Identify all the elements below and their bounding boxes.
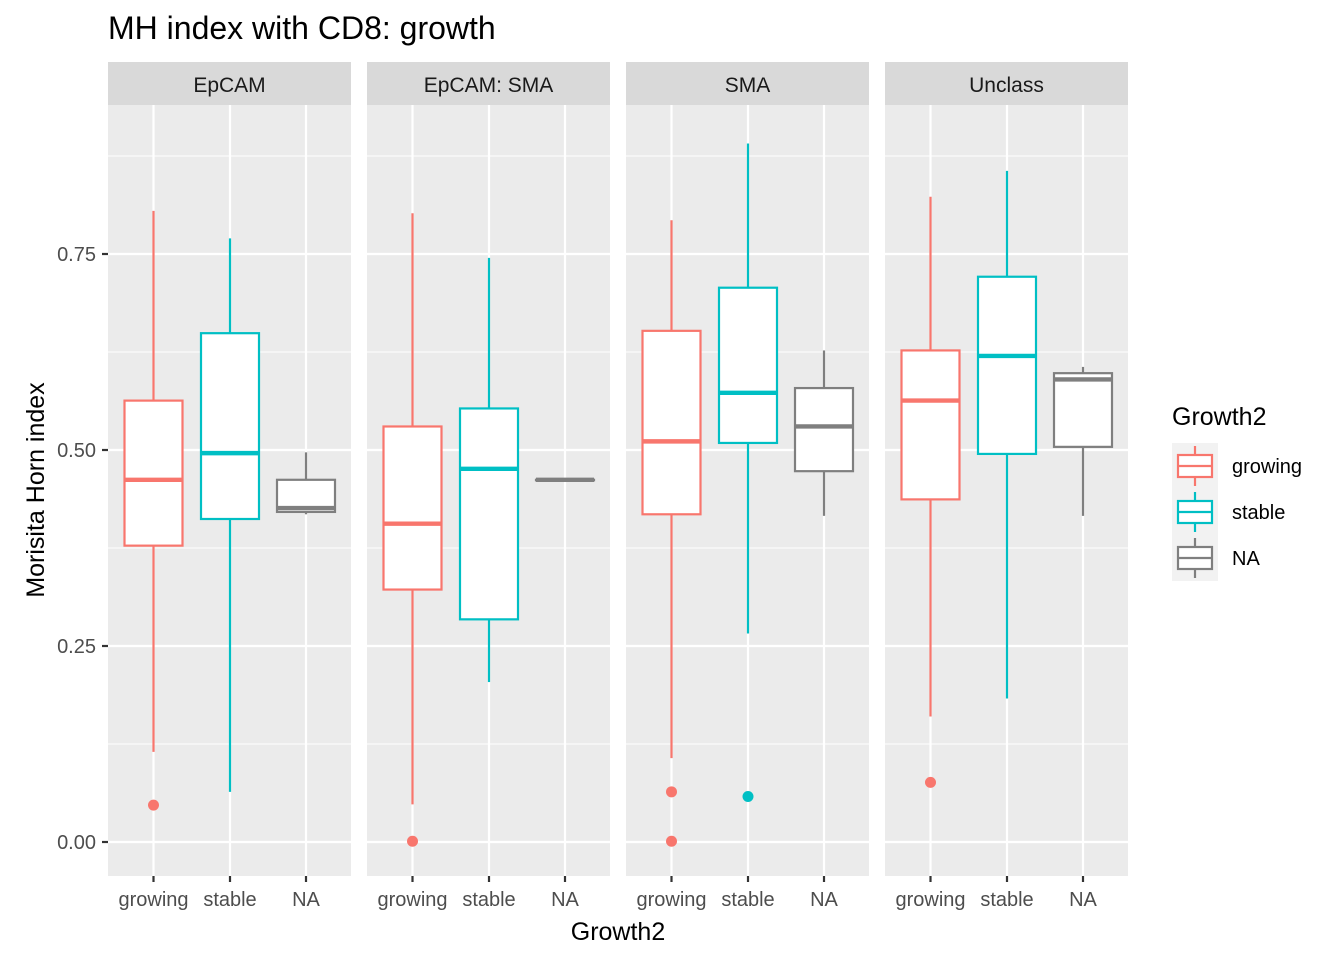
facet-panel-unclass: Unclass growing stable NA [885,62,1128,911]
x-tick-label: growing [118,889,188,911]
facet-strip-label: EpCAM: SMA [424,74,554,97]
facet-strip [108,62,351,105]
y-tick-label: 0.25 [57,636,96,658]
chart-title: MH index with CD8: growth [108,10,496,46]
facet-panel-epcam-sma: EpCAM: SMA growing stable NA [367,62,610,911]
legend-label: stable [1232,502,1285,524]
x-tick-label: NA [1069,889,1097,911]
y-axis: 0.00 0.25 0.50 0.75 [57,244,108,854]
outlier-point [742,791,754,803]
legend-title: Growth2 [1172,403,1266,431]
facet-strip-label: Unclass [969,74,1044,97]
box-body [717,286,779,445]
box-growing [900,196,961,788]
legend-label: NA [1232,548,1260,570]
box-body [199,332,261,521]
box-na [1052,366,1114,516]
legend: Growth2 growing stable NA [1172,403,1302,581]
box-body [976,275,1038,456]
box-growing [123,210,184,811]
box-body [458,407,520,621]
outlier-point [666,835,677,847]
box-stable [717,143,779,803]
box-growing [641,220,702,847]
facet-strip [885,62,1128,105]
x-tick-label: NA [292,889,320,911]
box-stable [199,238,261,792]
facet-strip-label: EpCAM [193,74,265,97]
facet-panel-sma: SMA growing stable NA [626,62,869,911]
x-axis-title: Growth2 [571,918,665,946]
y-tick-label: 0.50 [57,440,96,462]
box-body [123,399,184,547]
box-stable [458,257,520,683]
facet-panels: EpCAM growing stable NA EpCAM: SMA growing sta… [108,62,1128,911]
box-body [900,349,961,501]
outlier-point [925,776,936,788]
box-body [793,386,855,473]
outlier-point [666,786,677,798]
box-stable [976,170,1038,699]
x-tick-label: stable [980,889,1033,911]
x-tick-label: stable [462,889,515,911]
facet-panel-epcam: EpCAM growing stable NA [108,62,351,911]
box-body [641,329,702,516]
facet-strip [626,62,869,105]
y-tick-label: 0.00 [57,832,96,854]
x-tick-label: growing [636,889,706,911]
outlier-point [148,799,159,811]
y-tick-label: 0.75 [57,244,96,266]
box-body [382,425,443,591]
y-axis-title: Morisita Horn index [22,382,50,598]
box-na [534,477,596,482]
legend-entry-growing: growing [1172,443,1302,489]
x-tick-label: NA [810,889,838,911]
legend-label: growing [1232,456,1302,478]
facet-strip-label: SMA [725,74,771,97]
facet-strip [367,62,610,105]
box-body [1052,372,1114,448]
outlier-point [407,835,418,847]
legend-entry-stable: stable [1172,489,1285,535]
box-growing [382,213,443,847]
box-na [793,350,855,516]
x-tick-label: stable [203,889,256,911]
x-tick-label: growing [377,889,447,911]
x-tick-label: NA [551,889,579,911]
x-tick-label: stable [721,889,774,911]
box-na [275,452,337,515]
x-tick-label: growing [895,889,965,911]
legend-entry-na: NA [1172,535,1260,581]
